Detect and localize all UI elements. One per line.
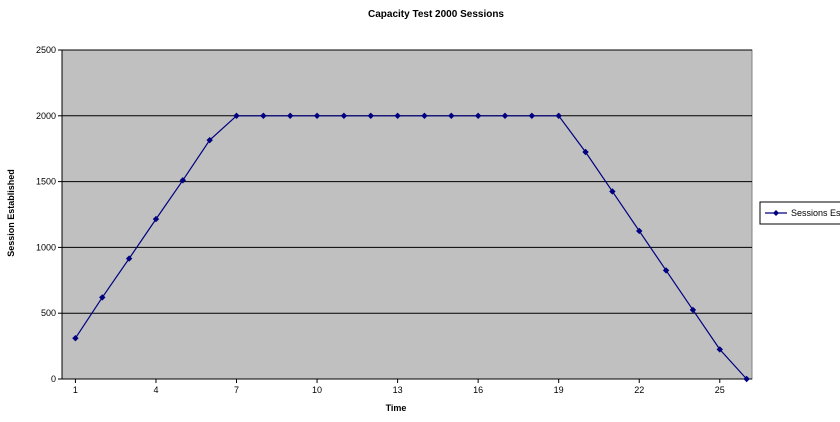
x-tick-label-1: 1 [73, 385, 78, 395]
data-point-15 [448, 112, 455, 119]
data-point-25 [716, 346, 723, 353]
x-tick-label-7: 7 [234, 385, 239, 395]
data-point-1 [72, 335, 79, 342]
data-point-3 [125, 255, 133, 262]
legend: Sessions Esta [759, 201, 840, 225]
data-point-6 [206, 136, 213, 144]
data-point-17 [501, 112, 509, 119]
data-point-18 [528, 112, 536, 119]
data-point-20 [582, 148, 589, 156]
x-tick-label-16: 16 [473, 385, 483, 395]
y-tick-label-2000: 2000 [36, 111, 56, 121]
plot-background [61, 49, 753, 380]
data-point-22 [636, 227, 643, 235]
y-tick-label-1500: 1500 [36, 177, 56, 187]
y-tick-label-2500: 2500 [36, 45, 56, 55]
x-tick-label-13: 13 [393, 385, 403, 395]
data-point-8 [260, 112, 267, 119]
data-point-14 [421, 112, 428, 119]
x-tick-label-22: 22 [634, 385, 644, 395]
x-axis-title: Time [386, 403, 407, 413]
data-point-24 [689, 306, 697, 314]
y-tick-label-1000: 1000 [36, 242, 56, 252]
data-point-4 [152, 215, 160, 223]
data-point-10 [313, 112, 321, 119]
data-point-13 [394, 112, 401, 119]
data-point-19 [555, 112, 562, 119]
data-point-2 [99, 294, 106, 301]
data-point-7 [233, 112, 240, 119]
data-point-26 [743, 375, 750, 383]
x-tick-label-25: 25 [715, 385, 725, 395]
data-point-5 [179, 177, 187, 184]
data-point-23 [662, 267, 670, 274]
data-point-16 [474, 112, 482, 119]
plot-area: 0 500 1000 1500 2000 2500 1 4 7 10 13 16 19 22 25 [36, 45, 753, 395]
chart-title: Capacity Test 2000 Sessions [368, 9, 504, 20]
x-tick-label-19: 19 [554, 385, 564, 395]
y-tick-label-0: 0 [51, 374, 56, 384]
legend-label-0: Sessions Esta [791, 208, 840, 218]
legend-box [759, 201, 840, 225]
x-tick-label-10: 10 [312, 385, 322, 395]
y-axis-title: Session Established [6, 169, 16, 257]
data-point-12 [367, 112, 374, 119]
data-point-11 [340, 112, 348, 119]
series-line-0 [74, 115, 748, 380]
legend-marker-0 [773, 210, 779, 216]
data-point-9 [287, 112, 294, 119]
y-tick-label-500: 500 [41, 308, 56, 318]
x-tick-label-4: 4 [153, 385, 158, 395]
data-point-21 [609, 188, 616, 195]
